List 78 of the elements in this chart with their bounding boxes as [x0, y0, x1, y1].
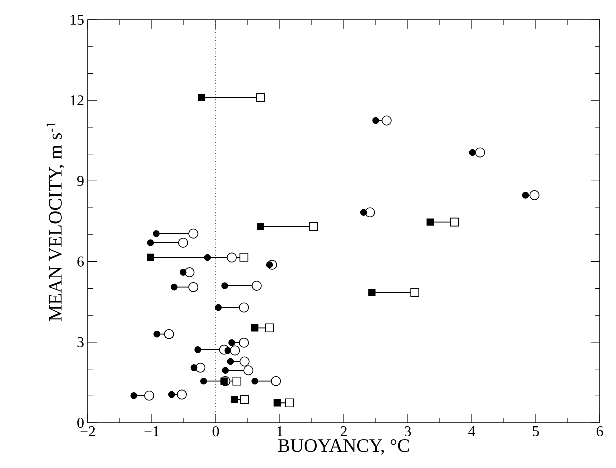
point — [222, 282, 228, 290]
x-tick-label: 3 — [404, 426, 412, 437]
point — [251, 324, 259, 332]
point — [200, 378, 208, 385]
y-tick-label: 3 — [78, 337, 84, 348]
point — [522, 192, 530, 199]
point — [240, 395, 250, 404]
point — [130, 392, 138, 400]
point — [285, 398, 294, 408]
x-tick-label: 5 — [533, 426, 540, 436]
point — [530, 190, 540, 200]
x-tick-label: −2 — [80, 426, 96, 436]
x-tick-label: 6 — [596, 426, 604, 437]
point — [252, 378, 258, 385]
point — [265, 324, 274, 333]
y-tick-label: 6 — [78, 256, 84, 267]
point — [310, 222, 318, 232]
point — [239, 338, 250, 348]
point — [222, 367, 229, 374]
x-axis-title: BUOYANCY, °C — [278, 439, 410, 455]
point — [244, 366, 254, 376]
x-tick-label: 2 — [340, 426, 347, 436]
point — [171, 284, 178, 291]
y-tick-label: 0 — [78, 418, 84, 428]
point — [147, 240, 154, 246]
point — [188, 282, 199, 292]
point — [144, 390, 154, 401]
point — [475, 148, 486, 158]
point — [382, 116, 392, 126]
point — [266, 262, 274, 268]
y-axis-title: MEAN VELOCITY, m s$^{-1}$ — [46, 122, 65, 322]
point — [240, 253, 249, 262]
x-tick-label: 1 — [278, 426, 283, 436]
point — [240, 356, 250, 367]
point — [178, 238, 188, 248]
x-tick-label: −1 — [144, 426, 160, 436]
point — [198, 94, 206, 102]
point — [274, 400, 282, 407]
point — [168, 391, 176, 398]
point — [190, 364, 198, 372]
point — [372, 117, 380, 124]
point — [224, 347, 232, 354]
point — [153, 230, 160, 238]
point — [230, 396, 238, 404]
point — [154, 330, 161, 338]
point — [196, 362, 206, 373]
point — [365, 208, 376, 218]
point — [469, 149, 476, 156]
x-tick-label: 4 — [468, 426, 476, 436]
point — [232, 376, 242, 386]
y-tick-label: 12 — [70, 96, 84, 106]
point — [220, 378, 228, 385]
point — [204, 254, 212, 262]
point — [368, 289, 376, 296]
y-tick-label: 15 — [70, 14, 84, 25]
point — [227, 358, 234, 366]
point — [228, 340, 236, 346]
point — [256, 94, 266, 102]
point — [252, 280, 262, 291]
point — [227, 252, 237, 263]
point — [239, 302, 250, 313]
point — [164, 329, 174, 340]
point — [257, 223, 264, 230]
point — [271, 376, 282, 386]
point — [177, 390, 188, 400]
point — [426, 218, 434, 226]
x-tick-label: 0 — [212, 426, 220, 437]
point — [360, 209, 368, 216]
y-tick-label: 9 — [77, 176, 84, 186]
point — [215, 304, 222, 312]
point — [194, 346, 202, 354]
point — [450, 218, 460, 227]
point — [230, 346, 240, 356]
point — [184, 268, 195, 278]
point — [188, 228, 199, 239]
point — [180, 269, 187, 276]
point — [410, 288, 420, 298]
point — [147, 254, 154, 262]
